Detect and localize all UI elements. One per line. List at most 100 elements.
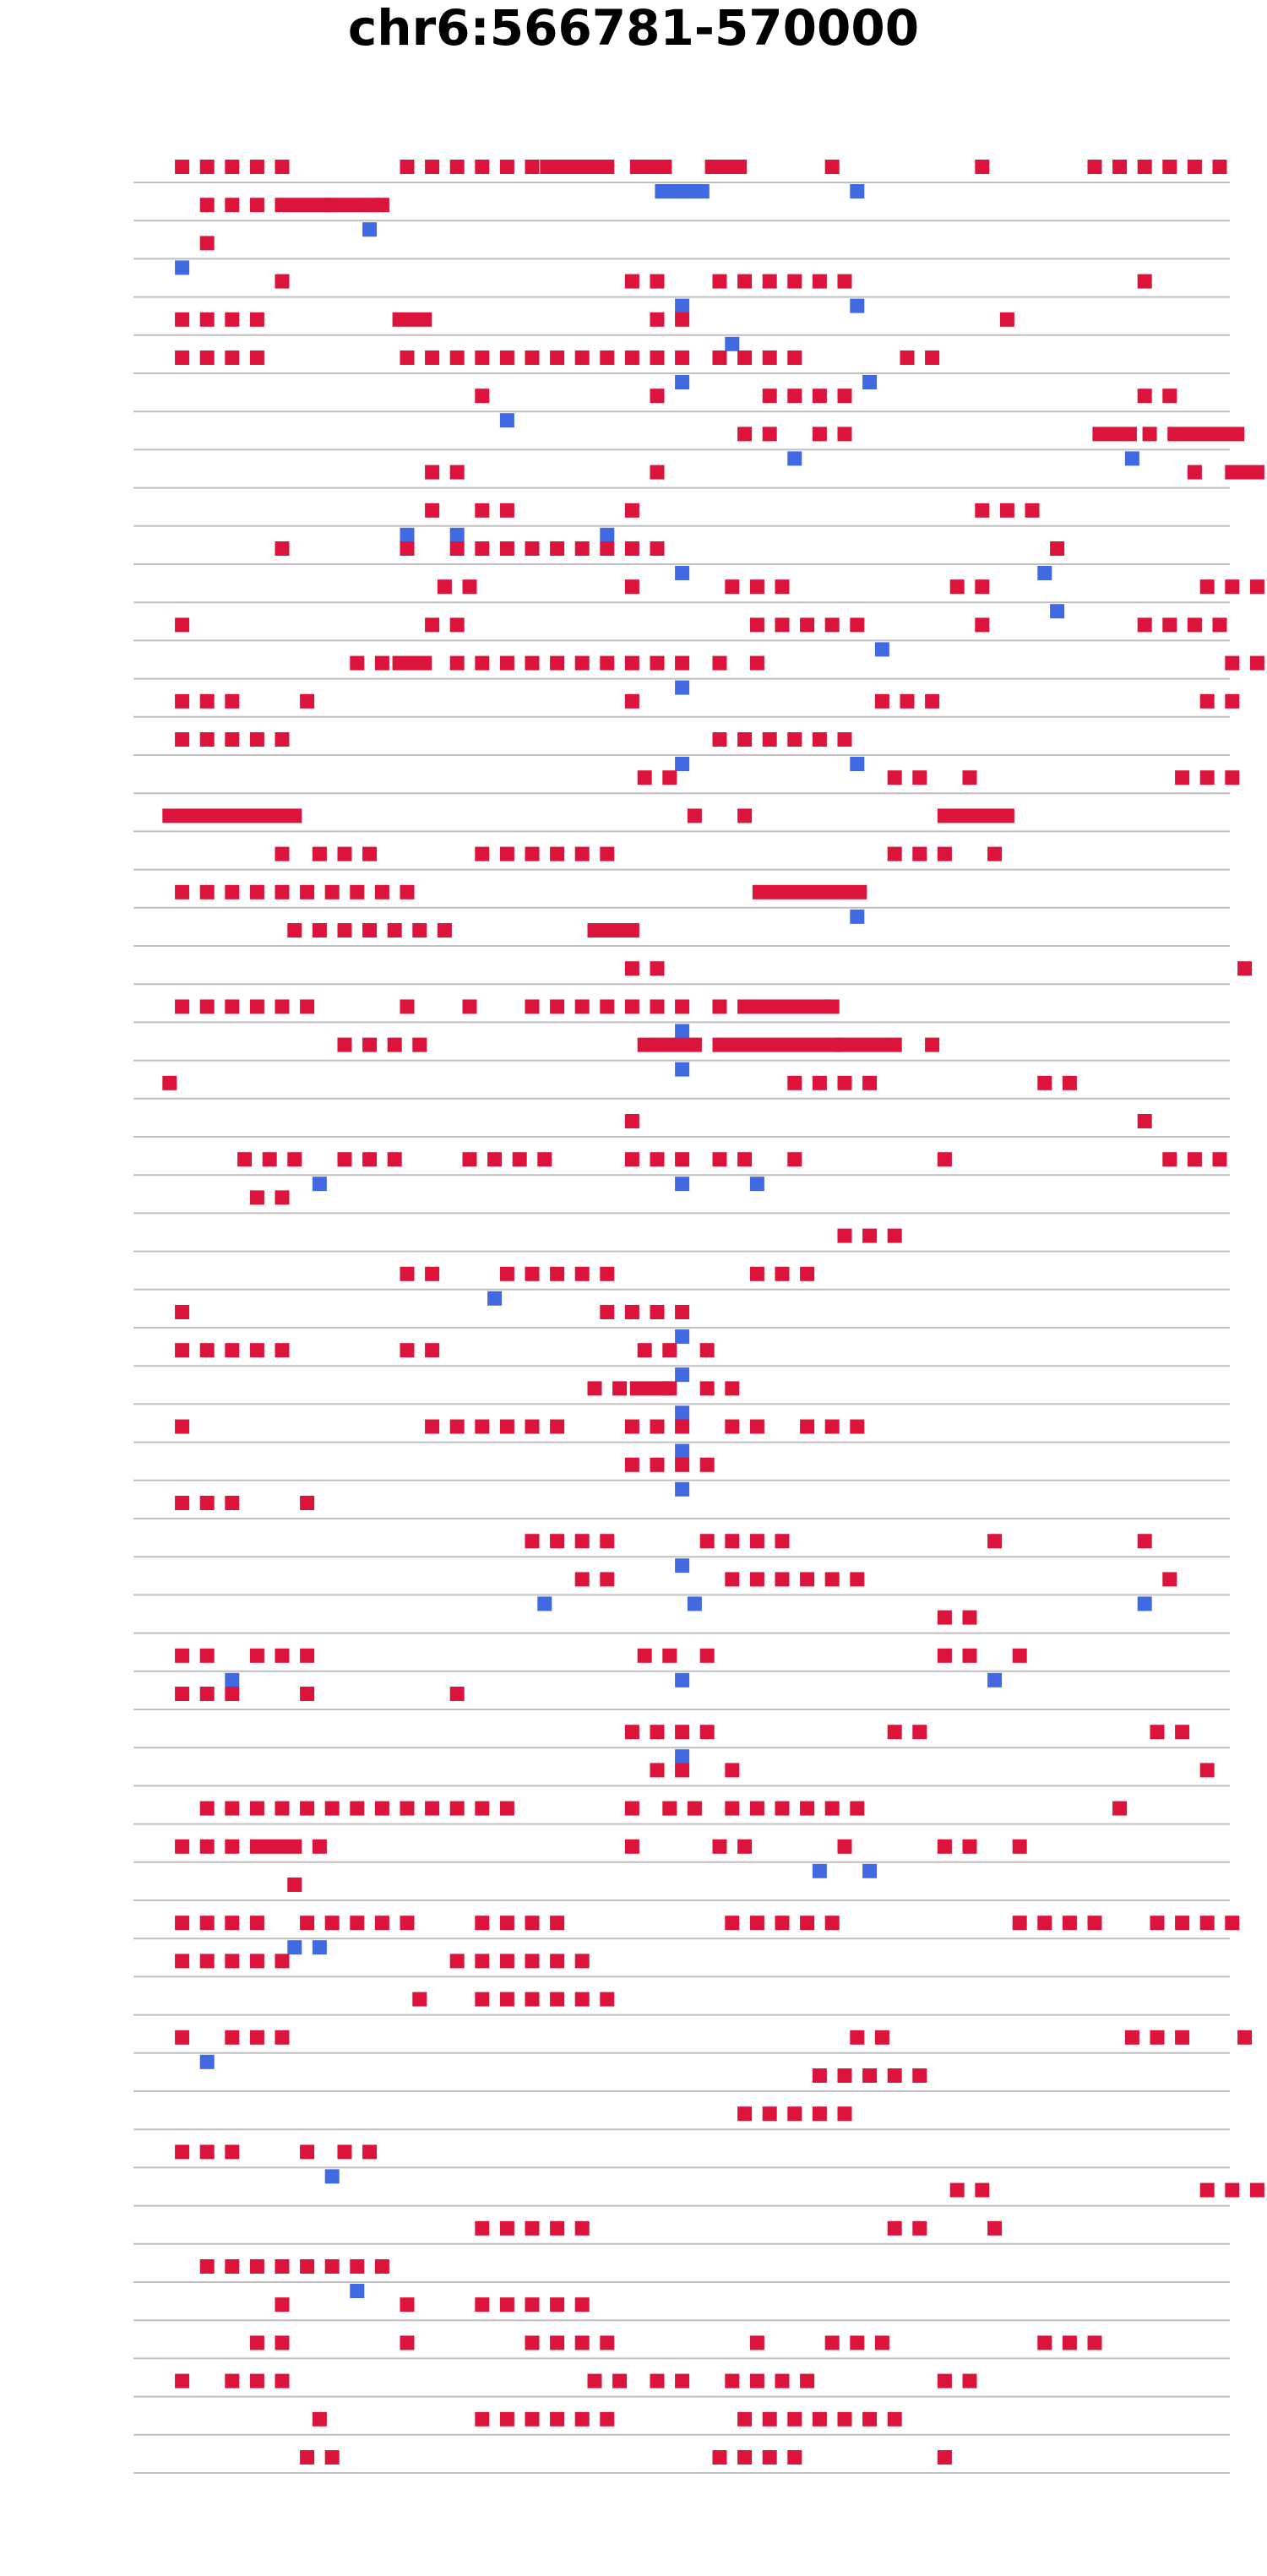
forward-read-marker [325, 198, 379, 212]
forward-read-marker [225, 999, 239, 1014]
forward-read-marker [675, 351, 689, 365]
forward-read-marker [475, 2221, 489, 2236]
forward-read-marker [550, 847, 564, 861]
reverse-read-marker [225, 1673, 239, 1687]
forward-read-marker [575, 2297, 590, 2312]
forward-read-marker [625, 1152, 639, 1166]
forward-read-marker [1237, 961, 1252, 976]
forward-read-marker [175, 999, 189, 1014]
forward-read-marker [912, 770, 927, 785]
forward-read-marker [938, 2450, 952, 2465]
forward-read-marker [500, 1992, 514, 2007]
forward-read-marker [225, 2030, 239, 2045]
reverse-read-marker [350, 2284, 364, 2298]
forward-read-marker [275, 198, 332, 212]
forward-read-marker [425, 351, 439, 365]
forward-read-marker [175, 1687, 189, 1701]
reverse-read-marker [688, 1596, 702, 1611]
forward-read-marker [425, 1343, 439, 1357]
forward-read-marker [325, 2259, 340, 2274]
forward-read-marker [550, 1954, 564, 1968]
forward-read-marker [400, 160, 415, 174]
forward-read-marker [1225, 770, 1239, 785]
forward-read-marker [425, 1420, 439, 1434]
reverse-read-marker [313, 1177, 327, 1191]
forward-read-marker [275, 274, 290, 289]
forward-read-marker [425, 1802, 439, 1816]
forward-read-marker [1188, 160, 1202, 174]
forward-read-marker [475, 656, 489, 671]
forward-read-marker [1188, 465, 1202, 480]
forward-read-marker [275, 1954, 290, 1968]
forward-read-marker [200, 351, 215, 365]
forward-read-marker [888, 770, 902, 785]
reverse-read-marker [450, 528, 465, 542]
forward-read-marker [737, 808, 752, 823]
forward-read-marker [250, 2335, 264, 2350]
forward-read-marker [362, 923, 377, 937]
forward-read-marker [463, 1152, 477, 1166]
forward-read-marker [1250, 656, 1264, 671]
forward-read-marker [550, 2412, 564, 2427]
forward-read-marker [825, 2335, 840, 2350]
forward-read-marker [850, 2030, 864, 2045]
forward-read-marker [662, 1343, 677, 1357]
forward-read-marker [713, 656, 727, 671]
forward-read-marker [850, 2335, 864, 2350]
forward-read-marker [250, 1916, 264, 1930]
forward-read-marker [450, 1802, 465, 1816]
forward-read-marker [175, 160, 189, 174]
forward-read-marker [500, 656, 514, 671]
forward-read-marker [912, 2068, 927, 2083]
forward-read-marker [825, 1572, 840, 1586]
forward-read-marker [350, 1916, 364, 1930]
forward-read-marker [625, 1305, 639, 1319]
forward-read-marker [700, 1343, 715, 1357]
forward-read-marker [675, 999, 689, 1014]
forward-read-marker [1200, 694, 1215, 709]
forward-read-marker [950, 579, 965, 594]
forward-read-marker [300, 1916, 314, 1930]
forward-read-marker [300, 885, 314, 899]
reverse-read-marker [675, 1367, 689, 1382]
forward-read-marker [638, 770, 652, 785]
forward-read-marker [450, 656, 465, 671]
forward-read-marker [700, 1725, 715, 1739]
forward-read-marker [450, 465, 465, 480]
forward-read-marker [1013, 1840, 1027, 1854]
forward-read-marker [875, 2030, 889, 2045]
forward-read-marker [1188, 1152, 1202, 1166]
forward-read-marker [225, 1496, 239, 1510]
forward-read-marker [912, 2221, 927, 2236]
forward-read-marker [737, 1840, 752, 1854]
forward-read-marker [1150, 1725, 1165, 1739]
forward-read-marker [625, 999, 639, 1014]
reverse-read-marker [400, 528, 415, 542]
forward-read-marker [450, 1420, 465, 1434]
forward-read-marker [225, 351, 239, 365]
forward-read-marker [275, 732, 290, 747]
forward-read-marker [1225, 579, 1239, 594]
forward-read-marker [525, 160, 540, 174]
forward-read-marker [375, 885, 389, 899]
forward-read-marker [500, 541, 514, 556]
forward-read-marker [375, 656, 389, 671]
forward-read-marker [313, 923, 327, 937]
forward-read-marker [475, 160, 489, 174]
forward-read-marker [475, 503, 489, 518]
forward-read-marker [250, 351, 264, 365]
forward-read-marker [750, 617, 764, 632]
forward-read-marker [1162, 160, 1177, 174]
forward-read-marker [575, 999, 590, 1014]
forward-read-marker [838, 2068, 852, 2083]
forward-read-marker [1000, 312, 1014, 327]
forward-read-marker [1138, 1114, 1152, 1128]
forward-read-marker [713, 1152, 727, 1166]
forward-read-marker [888, 2068, 902, 2083]
forward-read-marker [275, 2030, 290, 2045]
forward-read-marker [787, 274, 802, 289]
forward-read-marker [225, 885, 239, 899]
forward-read-marker [388, 1038, 402, 1052]
forward-read-marker [650, 1458, 665, 1472]
reverse-read-marker [675, 1482, 689, 1497]
